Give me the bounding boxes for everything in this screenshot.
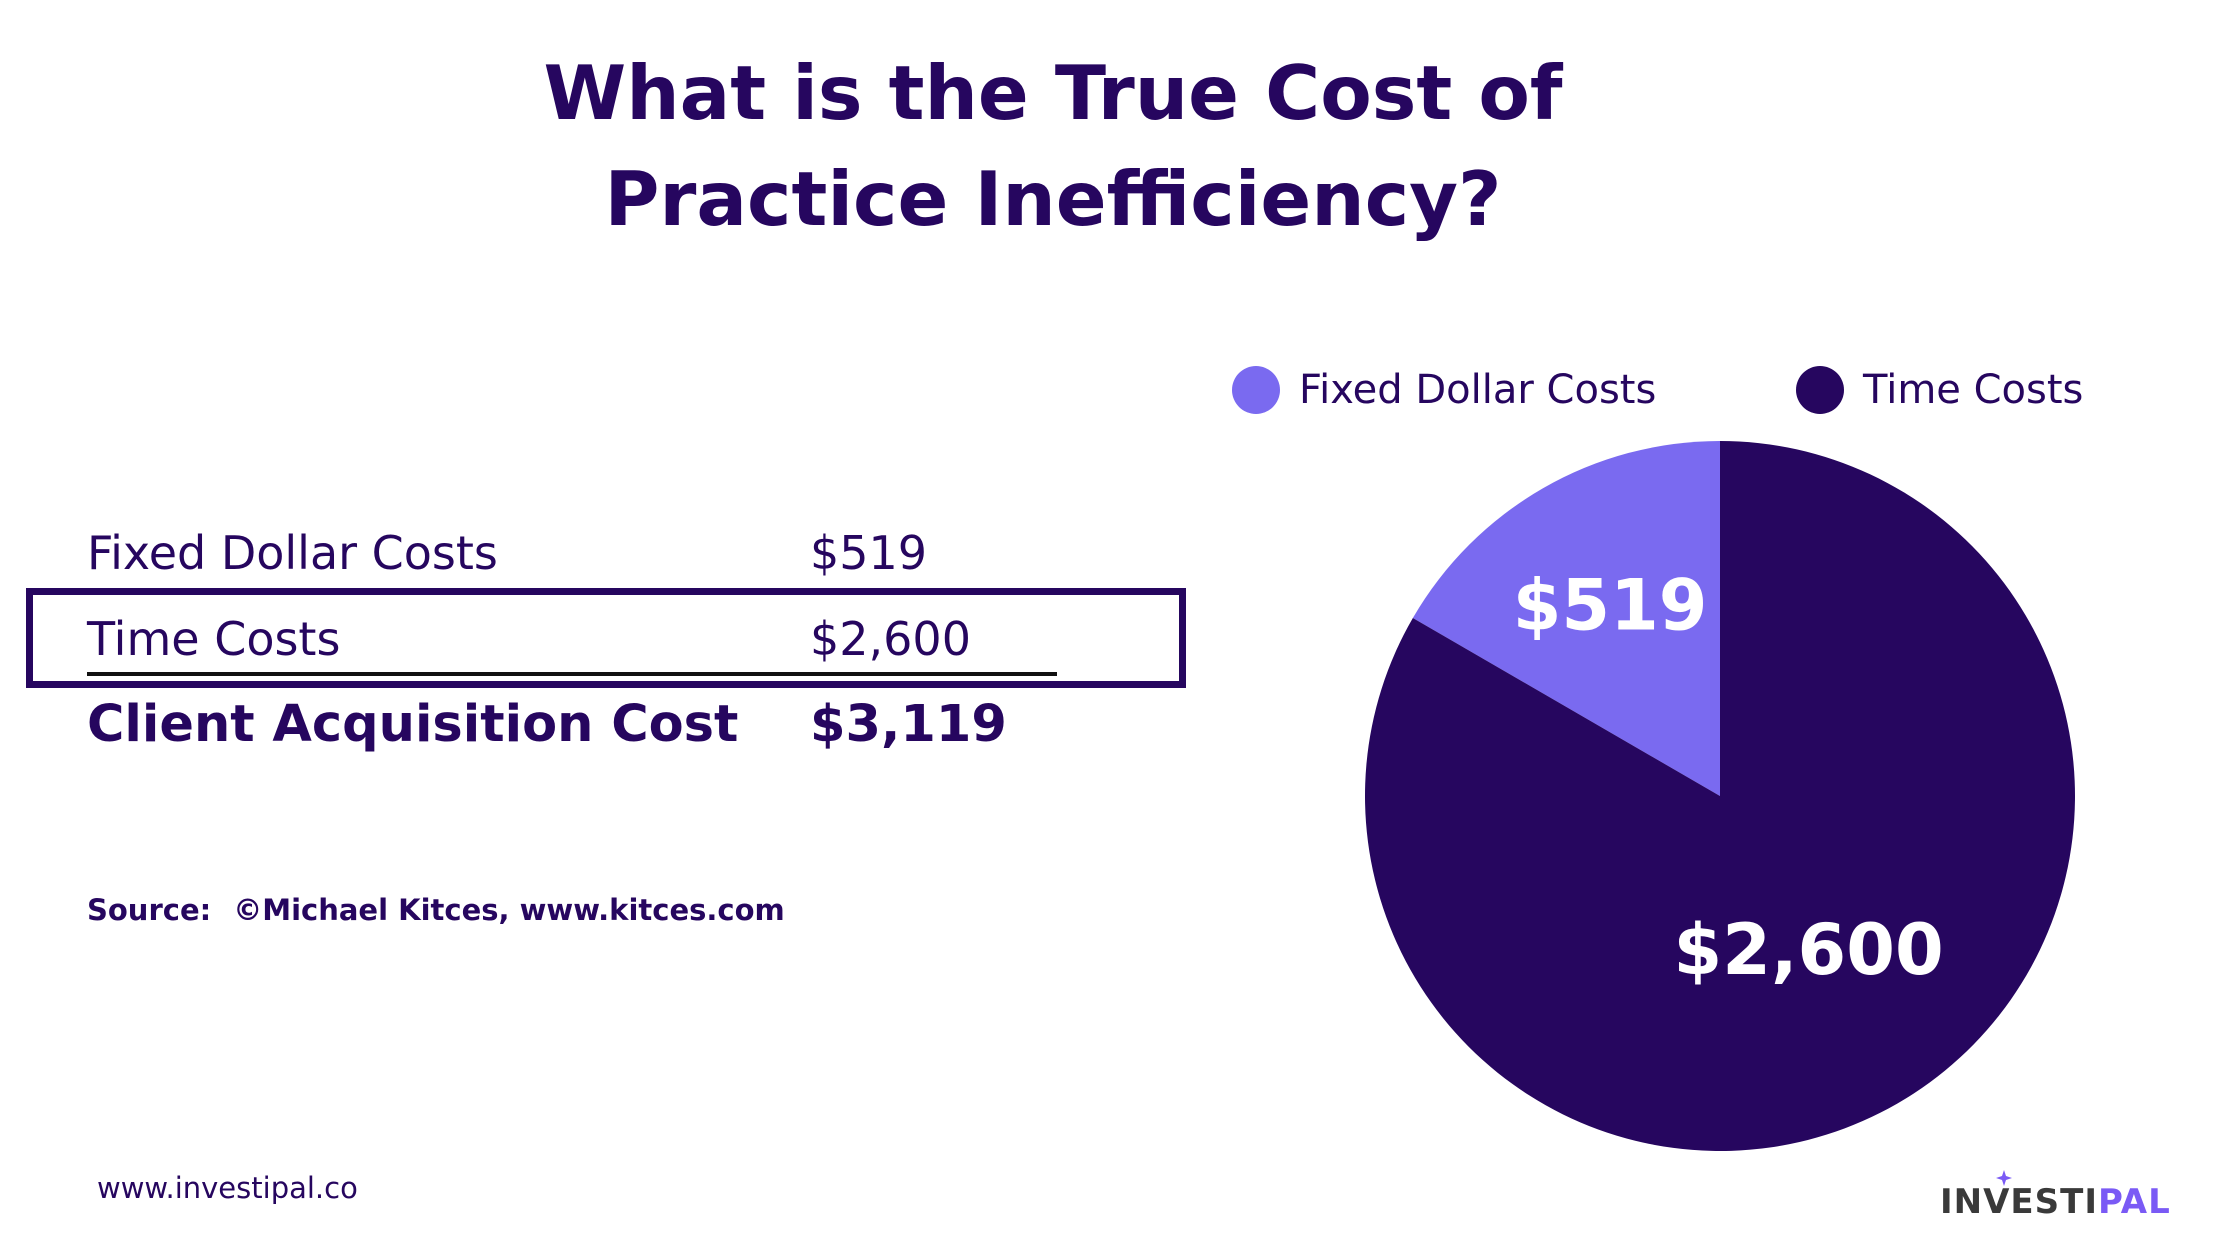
source-citation: Source: ©Michael Kitces, www.kitces.com <box>87 888 785 932</box>
investipal-logo: INVESTIPAL <box>1940 1170 2171 1224</box>
row-value: $519 <box>810 526 928 580</box>
total-label: Client Acquisition Cost <box>87 695 739 754</box>
row-value: $2,600 <box>810 612 971 666</box>
legend-swatch <box>1232 366 1280 414</box>
sparkle-icon <box>1996 1170 2012 1186</box>
pie-slice-time-costs <box>1365 441 2075 1151</box>
row-label: Fixed Dollar Costs <box>87 526 498 580</box>
source-label: Source: <box>87 893 212 927</box>
pie-chart: $519 $2,600 <box>1365 441 2075 1151</box>
title-line-2: Practice Inefficiency? <box>604 155 1502 243</box>
website-url: www.investipal.co <box>97 1171 358 1205</box>
sum-divider <box>87 672 1057 676</box>
page-title: What is the True Cost of Practice Ineffi… <box>0 40 2106 252</box>
time-costs-highlight-box <box>26 588 1186 688</box>
legend-label: Fixed Dollar Costs <box>1299 367 1657 413</box>
brand-part-1: INVESTI <box>1940 1182 2098 1222</box>
title-line-1: What is the True Cost of <box>543 49 1563 137</box>
source-text: ©Michael Kitces, www.kitces.com <box>233 893 785 927</box>
legend-label: Time Costs <box>1863 367 2084 413</box>
pie-data-label: $519 <box>1513 564 1708 646</box>
legend-swatch <box>1796 366 1844 414</box>
pie-data-label: $2,600 <box>1674 909 1944 991</box>
row-label: Time Costs <box>87 612 341 666</box>
pie-slice-fixed-dollar-costs <box>1412 441 1720 796</box>
total-value: $3,119 <box>810 695 1007 754</box>
brand-part-2: PAL <box>2097 1182 2171 1222</box>
